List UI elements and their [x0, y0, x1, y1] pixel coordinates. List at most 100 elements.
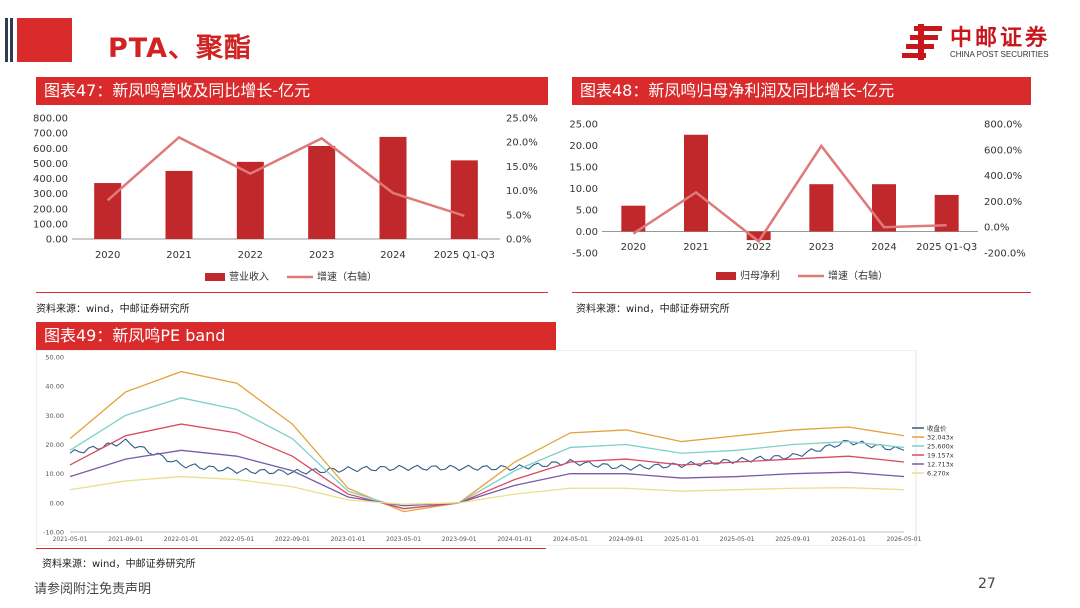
y-left-tick-label: -5.00 [572, 249, 598, 260]
x-tick-label: 2024-09-01 [609, 536, 644, 543]
figure-49-divider [36, 548, 546, 549]
y-right-tick-label: 5.0% [506, 210, 531, 221]
revenue-chart: 0.00 100.00 200.00 300.00 400.00 500.00 600.00… [33, 114, 538, 284]
net-profit-chart: -5.00 0.00 5.00 10.00 15.00 20.00 25.00 -200.0%… [569, 120, 1026, 283]
legend-bar-swatch [205, 273, 225, 281]
y-left-tick-label: 0.00 [576, 227, 598, 238]
legend-label: 12.713x [927, 461, 954, 469]
x-tick-label: 2026-05-01 [887, 536, 922, 543]
x-tick-label: 2023-01-01 [331, 536, 366, 543]
y-right-tick-label: 200.0% [984, 197, 1022, 208]
figure-49-source: 资料来源：wind，中邮证券研究所 [42, 559, 196, 570]
series-line-6.270x [69, 475, 905, 505]
x-tick-label: 2025-05-01 [720, 536, 755, 543]
bar-营业收入 [308, 145, 336, 239]
y-left-tick-label: 200.00 [33, 204, 68, 215]
y-right-tick-label: 0.0% [506, 235, 531, 246]
y-right-tick-label: 0.0% [984, 223, 1009, 234]
y-tick-label: 50.00 [45, 354, 64, 362]
x-tick-label: 2025 Q1-Q3 [916, 242, 977, 253]
x-tick-label: 2021 [166, 250, 191, 261]
series-line-收盘价 [69, 438, 905, 476]
figure-48-title: 图表48：新凤鸣归母净利润及同比增长-亿元 [572, 77, 1031, 105]
x-tick-label: 2024-05-01 [553, 536, 588, 543]
y-left-tick-label: 15.00 [569, 163, 598, 174]
bar-归母净利 [809, 184, 834, 232]
x-tick-label: 2022 [746, 242, 771, 253]
legend-label: 32.043x [927, 434, 954, 442]
series-line-12.713x [69, 449, 905, 507]
legend-line-label: 增速（右轴） [828, 269, 888, 282]
series-line-32.043x [69, 370, 905, 513]
legend-label: 6.270x [927, 470, 950, 478]
company-logo: 中邮证券 CHINA POST SECURITIES [900, 20, 1070, 64]
y-right-tick-label: 400.0% [984, 171, 1022, 182]
x-tick-label: 2024-01-01 [497, 536, 532, 543]
y-left-tick-label: 100.00 [33, 219, 68, 230]
y-left-tick-label: 10.00 [569, 184, 598, 195]
title-accent-stripe [10, 18, 13, 62]
y-right-tick-label: 10.0% [506, 186, 538, 197]
x-tick-label: 2020 [621, 242, 646, 253]
figure-49-title: 图表49：新凤鸣PE band [36, 322, 556, 350]
y-left-tick-label: 20.00 [569, 141, 598, 152]
bar-归母净利 [684, 134, 708, 232]
x-tick-label: 2021-09-01 [108, 536, 143, 543]
legend-label: 19.157x [927, 452, 954, 460]
x-tick-label: 2021-05-01 [53, 536, 88, 543]
y-tick-label: -10.00 [43, 529, 64, 537]
title-accent-block [17, 18, 72, 62]
x-tick-label: 2021 [683, 242, 708, 253]
series-line-19.157x [69, 423, 905, 510]
y-right-tick-label: 20.0% [506, 138, 538, 149]
logo-chinese-name: 中邮证券 [950, 26, 1051, 51]
figure-47-source: 资料来源：wind，中邮证券研究所 [36, 304, 190, 315]
title-accent-stripe [5, 18, 8, 62]
y-tick-label: 20.00 [45, 441, 64, 449]
x-tick-label: 2020 [95, 250, 120, 261]
disclaimer-text: 请参阅附注免责声明 [34, 582, 152, 597]
x-tick-label: 2025 Q1-Q3 [434, 250, 495, 261]
y-left-tick-label: 500.00 [33, 159, 68, 170]
legend-label: 25.600x [927, 443, 954, 451]
y-left-tick-label: 5.00 [576, 206, 598, 217]
y-left-tick-label: 0.00 [46, 235, 68, 246]
x-tick-label: 2022-01-01 [164, 536, 199, 543]
bar-归母净利 [746, 231, 771, 241]
y-left-tick-label: 800.00 [33, 114, 68, 125]
legend-bar-swatch [716, 272, 736, 280]
x-tick-label: 2024 [871, 242, 896, 253]
y-tick-label: 10.00 [45, 470, 64, 478]
y-right-tick-label: 600.0% [984, 145, 1022, 156]
bar-营业收入 [379, 136, 407, 239]
y-right-tick-label: 15.0% [506, 162, 538, 173]
x-tick-label: 2022 [238, 250, 263, 261]
series-line-25.600x [69, 397, 905, 510]
figure-47-title: 图表47：新凤鸣营收及同比增长-亿元 [36, 77, 548, 105]
x-tick-label: 2022-09-01 [275, 536, 310, 543]
x-tick-label: 2025-09-01 [775, 536, 810, 543]
figure-48-divider [572, 292, 1031, 293]
legend-bar-label: 营业收入 [229, 270, 269, 283]
legend-label: 收盘价 [927, 424, 947, 433]
y-left-tick-label: 600.00 [33, 144, 68, 155]
page-title: PTA、聚酯 [108, 33, 253, 64]
x-tick-label: 2023 [309, 250, 334, 261]
x-tick-label: 2023 [809, 242, 834, 253]
x-tick-label: 2026-01-01 [831, 536, 866, 543]
bar-营业收入 [165, 170, 193, 239]
legend-bar-label: 归母净利 [740, 269, 780, 282]
bar-归母净利 [872, 184, 896, 232]
china-post-logo-icon [902, 24, 942, 60]
figure-47-divider [36, 292, 548, 293]
chart-frame [36, 350, 917, 546]
y-tick-label: 40.00 [45, 383, 64, 391]
figure-48-source: 资料来源：wind，中邮证券研究所 [576, 304, 730, 315]
x-tick-label: 2023-05-01 [386, 536, 421, 543]
y-right-tick-label: -200.0% [984, 249, 1026, 260]
y-right-tick-label: 800.0% [984, 120, 1022, 131]
y-left-tick-label: 700.00 [33, 129, 68, 140]
x-tick-label: 2025-01-01 [664, 536, 699, 543]
pe-band-chart: -10.00 0.00 10.00 20.00 30.00 40.00 50.00 2021-… [36, 350, 954, 546]
growth-line [106, 135, 465, 217]
